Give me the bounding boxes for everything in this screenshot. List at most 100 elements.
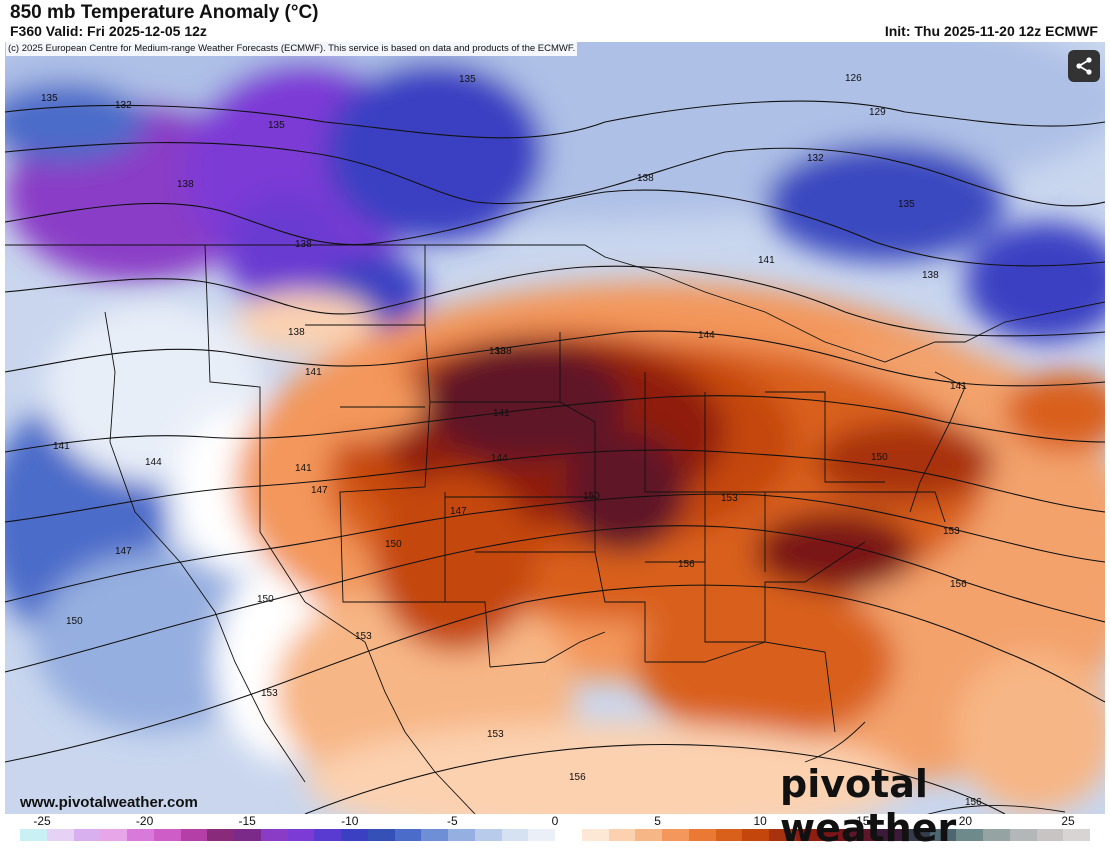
colorbar-tick-label: 5 — [654, 814, 661, 828]
colorbar-swatch — [341, 829, 368, 841]
init-time: Init: Thu 2025-11-20 12z ECMWF — [884, 23, 1098, 39]
colorbar-swatch — [688, 829, 716, 841]
colorbar-swatch — [555, 829, 582, 841]
colorbar-swatch — [207, 829, 234, 841]
contour-label: 135 — [898, 199, 915, 210]
colorbar-tick-label: -15 — [238, 814, 256, 828]
colorbar-tick-label: -25 — [33, 814, 51, 828]
contour-label: 144 — [491, 453, 508, 464]
contour-label: 153 — [487, 729, 504, 740]
anomaly-field: 135 132 135 135 126 129 132 135 138 138 … — [5, 42, 1105, 814]
contour-label: 135 — [459, 74, 476, 85]
colorbar-swatch — [581, 829, 609, 841]
colorbar-swatch — [715, 829, 743, 841]
colorbar-swatch — [234, 829, 261, 841]
contour-label: 150 — [583, 491, 600, 502]
colorbar-swatch — [20, 829, 47, 841]
colorbar-tick-label: -20 — [135, 814, 154, 828]
contour-label: 138 — [288, 327, 305, 338]
contour-label: 156 — [569, 772, 586, 783]
contour-label: 138 — [489, 346, 506, 357]
contour-label: 138 — [295, 239, 312, 250]
colorbar-swatch — [849, 829, 876, 841]
colorbar-swatch — [260, 829, 288, 841]
contour-label: 147 — [450, 506, 467, 517]
colorbar-swatch — [956, 829, 983, 841]
contour-label: 144 — [698, 330, 715, 341]
contour-label: 141 — [758, 255, 775, 266]
colorbar-ticks: -25 -20 -15 -10 -5 0 5 10 15 20 25 — [0, 814, 1110, 828]
colorbar-swatch — [662, 829, 689, 841]
valid-time: F360 Valid: Fri 2025-12-05 12z — [10, 23, 207, 39]
colorbar-tick-label: -5 — [447, 814, 458, 828]
colorbar-swatch — [287, 829, 315, 841]
colorbar-swatch — [421, 829, 448, 841]
contour-label: 141 — [305, 367, 322, 378]
colorbar-tick-label: 0 — [551, 814, 559, 828]
pivotal-weather-logo: pivotal weather — [780, 762, 957, 850]
contour-label: 156 — [965, 797, 982, 808]
contour-label: 141 — [493, 408, 510, 419]
contour-label: 156 — [678, 559, 695, 570]
height-contours — [5, 100, 1105, 814]
contour-label: 153 — [721, 493, 738, 504]
contour-label: 150 — [257, 594, 274, 605]
colorbar-swatch — [127, 829, 154, 841]
contour-label: 132 — [115, 100, 132, 111]
contour-label: 150 — [66, 616, 83, 627]
colorbar-swatch — [73, 829, 101, 841]
contour-label: 153 — [355, 631, 372, 642]
contour-labels: 135 132 135 135 126 129 132 135 138 138 … — [41, 73, 982, 808]
contour-label: 141 — [950, 381, 967, 392]
colorbar-swatch — [501, 829, 529, 841]
colorbar-tick-label: 15 — [856, 814, 870, 828]
colorbar-swatch — [474, 829, 502, 841]
contour-label: 135 — [268, 120, 285, 131]
colorbar-tick-label: 10 — [753, 814, 767, 828]
site-url: www.pivotalweather.com — [20, 794, 198, 811]
weather-map[interactable]: 135 132 135 135 126 129 132 135 138 138 … — [5, 42, 1105, 814]
share-icon — [1076, 57, 1092, 75]
colorbar-swatch — [742, 829, 769, 841]
colorbar — [20, 829, 1090, 841]
contour-label: 138 — [637, 173, 654, 184]
colorbar-swatch — [769, 829, 796, 841]
colorbar-swatch — [983, 829, 1010, 841]
contour-label: 132 — [807, 153, 824, 164]
contour-label: 129 — [869, 107, 886, 118]
colorbar-swatch — [528, 829, 555, 841]
colorbar-swatch — [795, 829, 823, 841]
contour-label: 150 — [385, 539, 402, 550]
colorbar-swatch — [608, 829, 636, 841]
contour-label: 147 — [115, 546, 132, 557]
colorbar-swatch — [929, 829, 957, 841]
contour-label: 135 — [41, 93, 58, 104]
contour-label: 150 — [871, 452, 888, 463]
colorbar-swatch — [394, 829, 422, 841]
contour-label: 153 — [943, 526, 960, 537]
colorbar-swatch — [822, 829, 850, 841]
colorbar-swatch — [1036, 829, 1064, 841]
colorbar-swatch — [448, 829, 475, 841]
contour-label: 138 — [495, 346, 512, 357]
colorbar-tick-label: -10 — [341, 814, 359, 828]
contour-label: 141 — [53, 441, 70, 452]
colorbar-swatch — [876, 829, 903, 841]
colorbar-swatch — [367, 829, 395, 841]
contour-label: 147 — [311, 485, 328, 496]
contour-label: 126 — [845, 73, 862, 84]
contour-label: 144 — [145, 457, 162, 468]
colorbar-swatch — [635, 829, 662, 841]
colorbar-swatch — [100, 829, 127, 841]
colorbar-swatch — [46, 829, 74, 841]
map-title: 850 mb Temperature Anomaly (°C) — [10, 2, 319, 23]
colorbar-tick-label: 25 — [1061, 814, 1075, 828]
copyright-notice: (c) 2025 European Centre for Medium-rang… — [6, 42, 578, 56]
colorbar-swatch — [902, 829, 930, 841]
contour-label: 153 — [261, 688, 278, 699]
colorbar-swatch — [1009, 829, 1037, 841]
share-button[interactable] — [1068, 50, 1100, 82]
contour-label: 141 — [295, 463, 312, 474]
anomaly-shading — [5, 42, 1105, 814]
contour-label: 138 — [922, 270, 939, 281]
